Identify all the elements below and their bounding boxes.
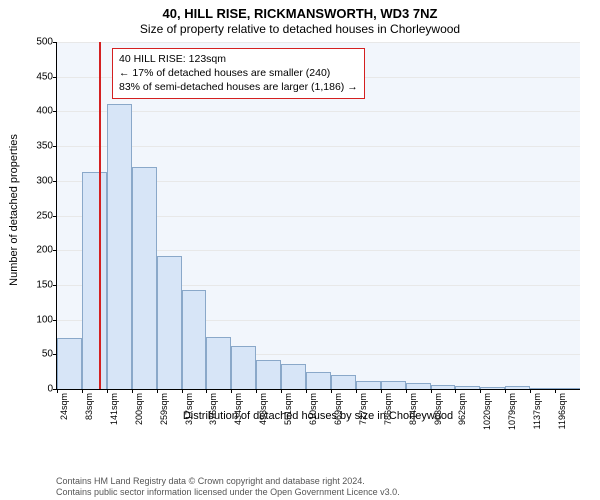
histogram-bar: [455, 386, 480, 389]
footer-line: Contains public sector information licen…: [56, 487, 400, 498]
histogram-bar: [107, 104, 132, 389]
title-block: 40, HILL RISE, RICKMANSWORTH, WD3 7NZ Si…: [0, 0, 600, 36]
histogram-bar: [231, 346, 256, 389]
page-subtitle: Size of property relative to detached ho…: [0, 22, 600, 36]
xtick-mark: [555, 389, 556, 393]
xtick-mark: [306, 389, 307, 393]
histogram-bar: [480, 387, 505, 389]
plot-region: 05010015020025030035040045050024sqm83sqm…: [56, 42, 580, 390]
ytick-label: 250: [36, 210, 57, 221]
xtick-mark: [57, 389, 58, 393]
xtick-mark: [331, 389, 332, 393]
annotation-box: 40 HILL RISE: 123sqm← 17% of detached ho…: [112, 48, 365, 99]
histogram-bar: [530, 388, 555, 389]
histogram-bar: [206, 337, 231, 389]
footer-line: Contains HM Land Registry data © Crown c…: [56, 476, 400, 487]
ytick-label: 200: [36, 245, 57, 256]
histogram-bar: [157, 256, 182, 389]
histogram-bar: [356, 381, 381, 389]
histogram-bar: [57, 338, 82, 389]
histogram-bar: [381, 381, 406, 389]
ytick-label: 300: [36, 175, 57, 186]
histogram-bar: [182, 290, 207, 389]
xtick-mark: [157, 389, 158, 393]
ytick-label: 500: [36, 37, 57, 48]
xtick-mark: [431, 389, 432, 393]
annotation-line: 83% of semi-detached houses are larger (…: [119, 80, 358, 94]
histogram-bar: [505, 386, 530, 389]
histogram-bar: [281, 364, 306, 389]
ytick-label: 350: [36, 141, 57, 152]
y-axis-label: Number of detached properties: [8, 134, 20, 286]
xtick-mark: [107, 389, 108, 393]
gridline: [57, 42, 580, 43]
ytick-label: 50: [42, 349, 57, 360]
ytick-label: 100: [36, 314, 57, 325]
ytick-label: 400: [36, 106, 57, 117]
histogram-bar: [256, 360, 281, 389]
xtick-mark: [281, 389, 282, 393]
xtick-mark: [406, 389, 407, 393]
histogram-bar: [331, 375, 356, 389]
xtick-mark: [356, 389, 357, 393]
histogram-bar: [82, 172, 107, 389]
footer-attribution: Contains HM Land Registry data © Crown c…: [56, 476, 400, 498]
histogram-bar: [132, 167, 157, 389]
xtick-mark: [82, 389, 83, 393]
annotation-line: ← 17% of detached houses are smaller (24…: [119, 66, 358, 80]
xtick-mark: [381, 389, 382, 393]
ytick-label: 0: [47, 384, 57, 395]
histogram-bar: [406, 383, 431, 389]
ytick-label: 450: [36, 71, 57, 82]
gridline: [57, 146, 580, 147]
xtick-mark: [132, 389, 133, 393]
gridline: [57, 111, 580, 112]
histogram-bar: [555, 388, 580, 389]
histogram-bar: [431, 385, 456, 389]
ytick-label: 150: [36, 279, 57, 290]
page-title: 40, HILL RISE, RICKMANSWORTH, WD3 7NZ: [0, 6, 600, 21]
xtick-mark: [182, 389, 183, 393]
chart-area: 05010015020025030035040045050024sqm83sqm…: [56, 42, 580, 442]
histogram-bar: [306, 372, 331, 389]
property-marker-line: [99, 42, 101, 389]
x-axis-label: Distribution of detached houses by size …: [56, 410, 580, 422]
annotation-line: 40 HILL RISE: 123sqm: [119, 52, 358, 66]
